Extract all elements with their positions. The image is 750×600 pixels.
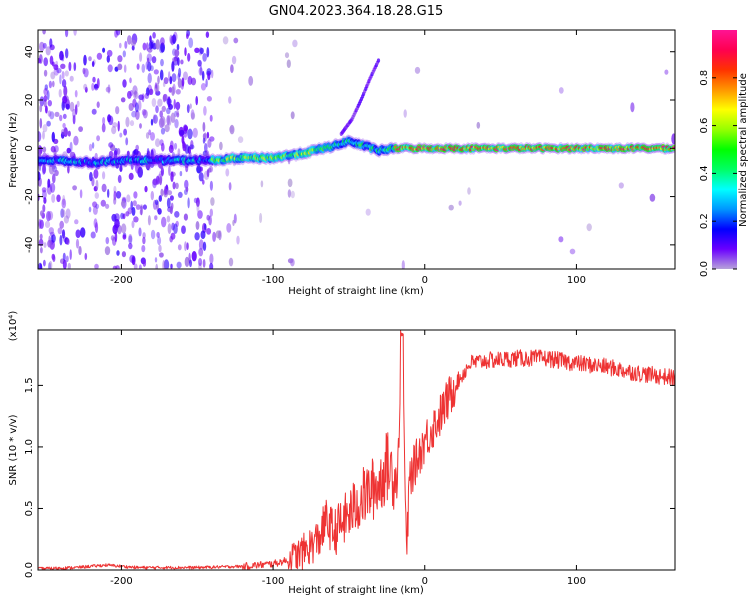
colorbar-label: Normalized spectral amplitude	[738, 73, 749, 227]
colorbar-tick-label: 0.4	[699, 165, 710, 181]
snr-x-tick-label: 100	[567, 576, 586, 587]
spectrogram-y-label: Frequency (Hz)	[8, 112, 19, 188]
snr-frame	[37, 329, 676, 571]
colorbar-tick-label: 0.2	[699, 213, 710, 229]
snr-y-tick-label: 1.5	[24, 377, 35, 393]
spectrogram-x-ticks: -200 -100 0 100	[110, 30, 586, 286]
spectrogram-x-tick-label: -200	[110, 275, 133, 286]
snr-y-tick-label: 0.5	[24, 501, 35, 517]
spectrogram-frame	[37, 29, 676, 270]
spectrogram-y-tick-label: -20	[24, 188, 35, 204]
spectrogram-y-tick-label: -40	[24, 237, 35, 253]
spectrogram-x-tick-label: 100	[567, 275, 586, 286]
spectrogram-y-tick-label: 40	[24, 45, 35, 58]
snr-x-label: Height of straight line (km)	[288, 585, 424, 596]
snr-x-tick-label: -100	[262, 576, 285, 587]
snr-y-ticks: 0.0 0.5 1.0 1.5	[24, 377, 675, 578]
snr-y-tick-label: 0.0	[24, 562, 35, 578]
figure-title: GN04.2023.364.18.28.G15	[269, 4, 444, 19]
colorbar-tick-label: 0.0	[699, 261, 710, 277]
snr-panel: -200 -100 0 100 0.0 0.5 1.0 1.5 (x10⁴) Height …	[8, 311, 676, 596]
snr-series-line	[38, 330, 675, 570]
colorbar-tick-label: 0.6	[699, 118, 710, 134]
snr-x-ticks: -200 -100 0 100	[110, 330, 586, 587]
snr-y-scale-label: (x10⁴)	[8, 311, 19, 342]
spectrogram-y-tick-label: 20	[24, 94, 35, 107]
colorbar: 0.0 0.2 0.4 0.6 0.8 Normalized spectral ampl…	[699, 30, 749, 277]
colorbar-ticks: 0.0 0.2 0.4 0.6 0.8	[699, 70, 737, 277]
colorbar-gradient	[712, 30, 737, 269]
snr-y-label: SNR (10 * v/v)	[8, 414, 19, 485]
snr-y-tick-label: 1.0	[24, 439, 35, 455]
snr-x-tick-label: 0	[422, 576, 428, 587]
colorbar-tick-label: 0.8	[699, 70, 710, 86]
spectrogram-x-tick-label: -100	[262, 275, 285, 286]
spectrogram-x-label: Height of straight line (km)	[288, 286, 424, 297]
spectrogram-y-ticks: -40 -20 0 20 40	[24, 45, 675, 253]
spectrogram-y-tick-label: 0	[24, 145, 35, 151]
snr-x-tick-label: -200	[110, 576, 133, 587]
spectrogram-heatmap	[38, 30, 675, 269]
spectrogram-x-tick-label: 0	[422, 275, 428, 286]
